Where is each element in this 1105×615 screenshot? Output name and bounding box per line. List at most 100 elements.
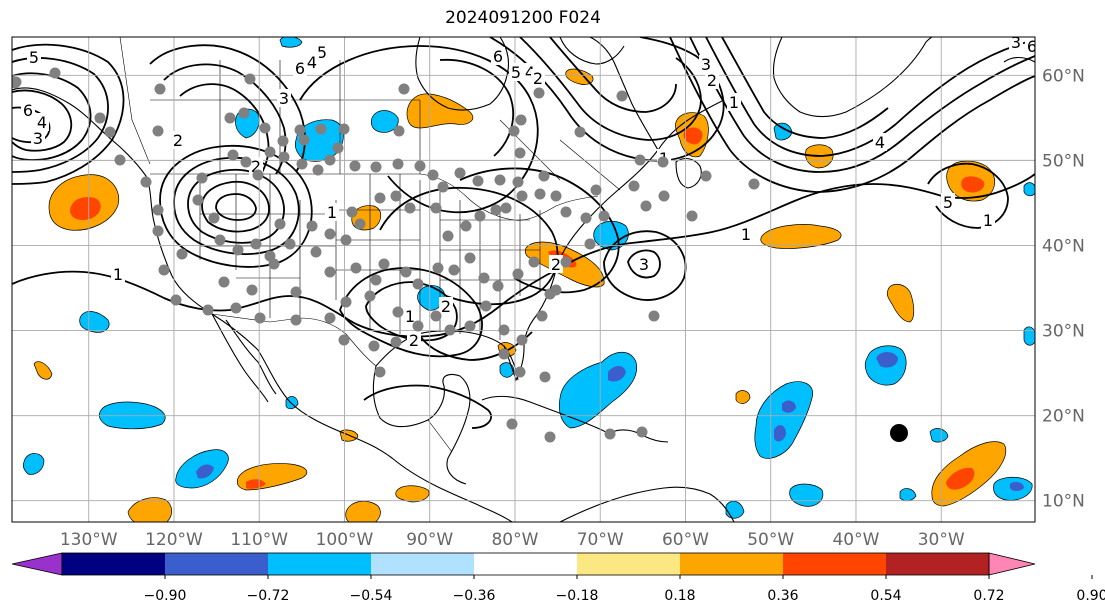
station-marker-30 — [427, 169, 439, 181]
station-marker-118 — [464, 320, 476, 332]
station-marker-77 — [580, 212, 592, 224]
station-marker-116 — [430, 310, 442, 322]
station-marker-22 — [312, 164, 324, 176]
lat-tick-label-4: 20°N — [1042, 407, 1085, 427]
station-marker-114 — [392, 306, 404, 318]
contour-label-0: 5 — [29, 48, 39, 67]
map-background — [12, 37, 1035, 522]
station-marker-51 — [192, 194, 204, 206]
station-marker-100 — [464, 252, 476, 264]
contour-label-bg-27 — [981, 211, 995, 229]
contour-label-bg-14 — [531, 69, 545, 87]
station-marker-27 — [398, 83, 410, 95]
gridlines — [12, 37, 1035, 522]
station-marker-12 — [315, 123, 327, 135]
lon-tick-label-1: 120°W — [145, 530, 203, 550]
contour-atlantic-low-3 — [603, 230, 687, 301]
coast-iceland — [1003, 56, 1035, 63]
coast-florida — [503, 315, 537, 382]
station-markers — [12, 67, 760, 443]
border-mexico-central — [427, 419, 453, 453]
contour-cutoff-low-5 — [215, 193, 257, 221]
station-marker-32 — [454, 167, 466, 179]
station-marker-65 — [390, 190, 402, 202]
station-marker-26 — [392, 158, 404, 170]
lon-tick-label-8: 50°W — [747, 530, 794, 550]
station-marker-108 — [230, 302, 242, 314]
station-marker-126 — [338, 334, 350, 346]
contour-label-10: 2 — [251, 157, 261, 176]
station-marker-59 — [306, 220, 318, 232]
station-marker-98 — [432, 262, 444, 274]
fill-pos-far-pacific — [127, 497, 173, 522]
contour-label-22: 1 — [741, 225, 751, 244]
station-marker-8 — [244, 73, 256, 85]
station-marker-79 — [598, 210, 610, 222]
station-marker-69 — [460, 220, 472, 232]
coast-yucatan — [372, 365, 471, 485]
contour-label-bg-9 — [277, 89, 291, 107]
contour-1-southeast — [419, 331, 533, 361]
contour-greenland-2 — [689, 37, 1035, 173]
contour-label-bg-23 — [873, 133, 887, 151]
station-marker-131 — [539, 371, 551, 383]
colorbar-tick-label-1: −0.72 — [247, 588, 290, 604]
contour-label-23: 4 — [875, 133, 885, 152]
contour-label-bg-16 — [699, 55, 713, 73]
contour-label-29: 2 — [409, 331, 419, 350]
station-marker-4 — [104, 126, 116, 138]
station-marker-128 — [390, 336, 402, 348]
station-marker-16 — [227, 149, 239, 161]
contour-us-southeast-2 — [339, 267, 483, 358]
station-marker-129 — [498, 348, 510, 360]
station-marker-60 — [324, 228, 336, 240]
station-marker-130 — [514, 366, 526, 378]
colorbar-frame — [61, 552, 990, 576]
station-marker-84 — [152, 225, 164, 237]
fill-pos-small-3 — [33, 361, 53, 380]
contour-label-21: 2 — [441, 297, 451, 316]
longitude-tick-labels: 130°W 120°W 110°W 100°W 90°W 80°W 70°W 60°W 50°W… — [60, 530, 965, 550]
station-marker-29 — [414, 160, 426, 172]
station-marker-33 — [472, 175, 484, 187]
contour-label-19: 3 — [639, 255, 649, 274]
fill-neg-hudson — [370, 110, 399, 133]
contour-label-5: 1 — [113, 265, 123, 284]
contour-label-bg-24 — [1009, 37, 1023, 51]
station-marker-115 — [412, 320, 424, 332]
fill-neg-pacific-far — [22, 453, 45, 475]
fill-pos-eastern-pacific — [345, 500, 381, 522]
station-marker-83 — [686, 210, 698, 222]
contour-label-1: 6 — [23, 101, 33, 120]
station-marker-76 — [560, 206, 572, 218]
colorbar-segment-0 — [62, 553, 166, 575]
station-marker-123 — [550, 284, 562, 296]
fill-neg-small-f — [285, 396, 299, 410]
station-marker-7 — [238, 107, 250, 119]
station-marker-122 — [536, 310, 548, 322]
colorbar-segment-4 — [474, 553, 578, 575]
coast-greenland — [772, 37, 933, 118]
colorbar-tick-label-8: 0.72 — [973, 588, 1004, 604]
station-marker-135 — [636, 426, 648, 438]
fill-neg-caribbean-core — [608, 366, 626, 382]
station-marker-104 — [528, 256, 540, 268]
lon-tick-label-2: 110°W — [230, 530, 288, 550]
station-marker-103 — [512, 268, 524, 280]
map-title: 2024091200 F024 — [445, 8, 601, 28]
station-marker-3 — [94, 112, 106, 124]
colorbar-tick-label-7: 0.54 — [870, 588, 901, 604]
station-marker-15 — [332, 142, 344, 154]
colorbar-tick-label-0: −0.90 — [144, 588, 187, 604]
station-marker-41 — [574, 126, 586, 138]
contour-label-bg-11 — [491, 47, 505, 65]
station-marker-46 — [748, 178, 760, 190]
fill-neg-small-b — [899, 488, 917, 502]
station-marker-75 — [550, 190, 562, 202]
station-marker-101 — [478, 272, 490, 284]
station-marker-87 — [218, 276, 230, 288]
station-marker-80 — [628, 180, 640, 192]
contour-label-bg-30 — [325, 203, 339, 221]
fill-neg-pacific-small — [79, 311, 110, 333]
